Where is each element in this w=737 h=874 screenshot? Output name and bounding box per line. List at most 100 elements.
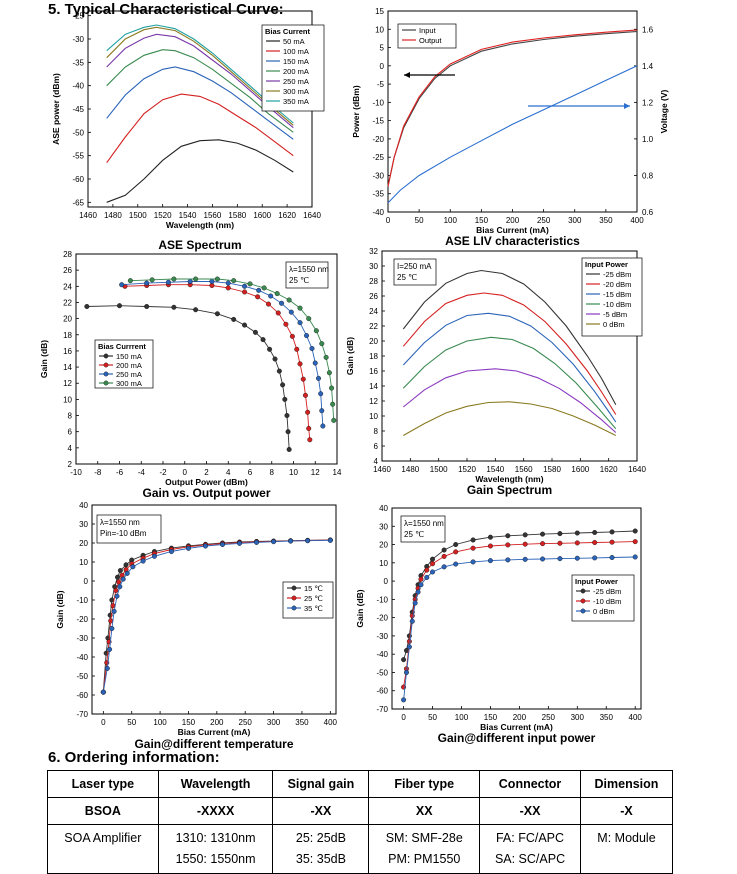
chart-gain_input-data-point — [505, 557, 511, 563]
chart-gain_temp-data-point — [220, 542, 226, 548]
chart-gain_temp-data-point — [124, 570, 130, 576]
chart-gain_temp-data-point — [129, 557, 135, 563]
chart-gain_vs_out-y-tick-label: 18 — [63, 331, 72, 340]
chart-ase-series-line — [106, 139, 294, 203]
chart-liv-x-tick-label: 200 — [506, 216, 520, 225]
chart-gain_temp-data-point — [116, 579, 122, 585]
chart-gain_spectrum-y-tick-label: 12 — [369, 397, 378, 406]
ordering-option: 1550: 1550nm — [175, 852, 256, 866]
ordering-option-cell: SM: SMF-28e PM: PM1550 — [368, 824, 481, 874]
chart-gain_input-data-point — [403, 669, 409, 675]
chart-gain_vs_out-data-point — [288, 309, 294, 315]
ordering-option: PM: PM1550 — [388, 852, 461, 866]
chart-gain_temp-legend-marker — [291, 605, 297, 611]
chart-ase-legend-label: 200 mA — [283, 67, 309, 76]
chart-gain_temp-data-point — [119, 572, 125, 578]
chart-gain_spectrum-series-line — [402, 312, 617, 423]
chart-gain_input-data-point — [406, 633, 412, 639]
chart-gain_spectrum-y-tick-label: 16 — [369, 367, 378, 376]
chart-gain_input-data-point — [557, 540, 563, 546]
chart-gain_input-data-point — [415, 585, 421, 591]
chart-gain_vs_out-x-tick-label: 4 — [226, 468, 231, 477]
chart-liv-y2-tick-label: 1.4 — [642, 62, 654, 71]
chart-gain_vs_out-series-line — [130, 278, 335, 421]
chart-gain_temp-legend-marker — [291, 595, 297, 601]
chart-gain_temp-data-point — [288, 538, 294, 544]
chart-gain_spectrum-x-tick-label: 1600 — [571, 465, 589, 474]
chart-gain_vs_out-data-point — [274, 291, 280, 297]
chart-liv-x-tick-label: 150 — [475, 216, 489, 225]
chart-gain_temp-data-point — [111, 608, 117, 614]
ordering-code-cell: -X — [579, 797, 674, 825]
chart-gain_temp-data-point — [140, 552, 146, 558]
chart-gain_temp-data-point — [129, 561, 135, 567]
chart-liv-x-tick-label: 350 — [599, 216, 613, 225]
chart-gain_vs_out-data-point — [304, 333, 310, 339]
chart-gain_temp-data-point — [151, 553, 157, 559]
chart-gain_vs_out-data-point — [300, 376, 306, 382]
ordering-code-cell: BSOA — [47, 797, 159, 825]
chart-ase-y-tick-label: -55 — [72, 152, 84, 161]
chart-gain_input-data-point — [505, 533, 511, 539]
ordering-header-cell: Connector — [479, 770, 581, 798]
chart-gain_input-data-point — [522, 532, 528, 538]
chart-gain_temp-y-tick-label: 30 — [79, 520, 88, 529]
ordering-code-cell: XX — [368, 797, 481, 825]
chart-gain_temp-x-tick-label: 150 — [182, 718, 196, 727]
chart-gain_temp-data-point — [254, 539, 260, 545]
chart-gain_vs_out-legend-marker — [103, 380, 109, 386]
chart-gain_vs_out-data-point — [187, 278, 193, 284]
chart-gain_spectrum-series-line — [402, 336, 617, 430]
chart-gain_input-data-point — [418, 582, 424, 588]
ordering-options-row: SOA Amplifier 1310: 1310nm 1550: 1550nm 2… — [47, 824, 674, 874]
chart-gain_vs_out-data-point — [242, 283, 248, 289]
chart-gain_temp-y-tick-label: -50 — [76, 672, 88, 681]
chart-gain_vs_out-data-point — [171, 276, 177, 282]
chart-gain_vs_out-data-point — [214, 311, 220, 317]
chart-gain_temp-y-tick-label: -70 — [76, 710, 88, 719]
chart-gain_vs_out-data-point — [297, 320, 303, 326]
chart-gain_temp-series-line — [102, 539, 331, 693]
chart-ase-legend-label: 300 mA — [283, 87, 309, 96]
chart-gain_input-legend-label: -25 dBm — [593, 587, 621, 596]
chart-gain_vs_out-data-point — [289, 333, 295, 339]
chart-gain_input-y-tick-label: -50 — [376, 668, 388, 677]
chart-gain_temp-data-point — [202, 541, 208, 547]
chart-gain_input-x-tick-label: 350 — [600, 713, 614, 722]
chart-gain_input-data-point — [412, 600, 418, 606]
chart-liv-y-tick-label: -40 — [372, 208, 384, 217]
chart-gain_vs_out-data-point — [316, 375, 322, 381]
chart-ase-x-tick-label: 1480 — [104, 211, 122, 220]
chart-ase-frame — [87, 10, 313, 208]
chart-gain_vs_out-x-tick-label: 12 — [311, 468, 320, 477]
chart-gain_temp-data-point — [305, 538, 311, 544]
chart-gain_temp-data-point — [271, 538, 277, 544]
chart-ase-x-tick-label: 1460 — [79, 211, 97, 220]
chart-gain_input-x-tick-label: 300 — [571, 713, 585, 722]
chart-ase-x-tick-label: 1560 — [204, 211, 222, 220]
chart-gain_vs_out-data-point — [242, 322, 248, 328]
chart-gain_vs_out-data-point — [247, 281, 253, 287]
chart-gain_temp-data-point — [168, 549, 174, 555]
ordering-table: Laser type Wavelength Signal gain Fiber … — [47, 770, 674, 874]
chart-gain_input-data-point — [424, 563, 430, 569]
ordering-option-cell: 25: 25dB 35: 35dB — [272, 824, 370, 874]
chart-gain_input-y-tick-label: -70 — [376, 705, 388, 714]
chart-gain_input-x-tick-label: 150 — [484, 713, 498, 722]
chart-gain_temp-data-point — [110, 603, 116, 609]
chart-gain_temp-y-tick-label: 10 — [79, 558, 88, 567]
chart-gain_vs_out-legend-label: 250 mA — [116, 370, 142, 379]
chart-ase-x-tick-label: 1620 — [278, 211, 296, 220]
chart-gain_input-series-line — [403, 556, 636, 700]
chart-gain_input-title: Gain@different input power — [438, 731, 596, 745]
chart-gain_input-y-tick-label: -60 — [376, 687, 388, 696]
chart-gain_vs_out-data-point — [285, 429, 291, 435]
chart-gain_temp-data-point — [185, 544, 191, 550]
chart-liv-y2-label: Voltage (V) — [659, 89, 669, 133]
chart-gain_vs_out-data-point — [306, 425, 312, 431]
ordering-code-cell: -XX — [272, 797, 370, 825]
chart-gain_vs_out-y-tick-label: 20 — [63, 315, 72, 324]
chart-ase-legend-label: 100 mA — [283, 47, 309, 56]
chart-gain_spectrum-annotation-text: I=250 mA — [397, 262, 432, 271]
chart-gain_temp-frame — [91, 504, 337, 715]
